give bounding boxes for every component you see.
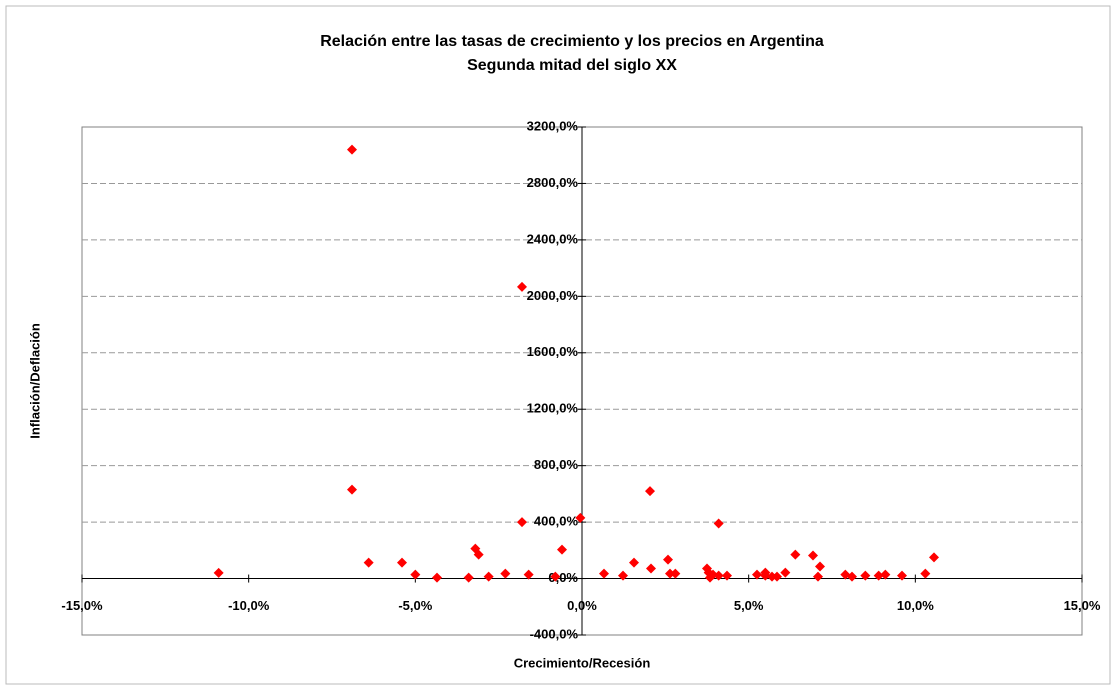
point [483,571,494,582]
point [599,568,609,579]
point [713,570,724,581]
point [929,552,939,563]
point [813,571,823,582]
point [410,569,421,580]
point [463,572,474,583]
point [347,484,357,495]
x-tick-label: 5,0% [734,598,764,613]
point [629,557,639,568]
y-tick-label: 800,0% [534,457,579,472]
x-tick-label: -15,0% [61,598,103,613]
point [808,550,818,561]
point [713,518,724,529]
y-tick-label: 2400,0% [527,231,579,246]
y-tick-label: 1600,0% [527,344,579,359]
y-tick-label: 2000,0% [527,288,579,303]
point [760,567,771,578]
point [897,570,907,581]
point [873,570,884,581]
point [722,570,732,581]
point [780,567,791,578]
chart-title: Relación entre las tasas de crecimiento … [320,33,824,50]
y-tick-label: 3200,0% [527,118,579,133]
y-axis-label: Inflación/Deflación [27,323,42,439]
point [517,281,527,292]
x-tick-label: -5,0% [398,598,432,613]
point [517,517,527,528]
point [752,569,762,580]
point [523,569,534,580]
point [663,554,673,565]
y-tick-label: 1200,0% [527,401,579,416]
point [550,571,561,582]
point [213,567,224,578]
point [575,512,586,523]
point [665,568,675,579]
point [363,557,374,568]
point [500,568,511,579]
point [847,571,857,582]
point [618,570,628,581]
point [920,568,931,579]
x-axis-label: Crecimiento/Recesión [514,655,651,670]
y-tick-label: -400,0% [530,626,579,641]
point [670,568,681,579]
point [645,486,655,497]
point [860,570,871,581]
point [790,549,801,560]
y-tick-label: 2800,0% [527,175,579,190]
point [880,569,891,580]
x-tick-label: 15,0% [1064,598,1101,613]
point [347,144,357,155]
point [397,557,407,568]
point [557,544,567,555]
x-tick-label: 10,0% [897,598,934,613]
point [646,563,656,574]
chart-subtitle: Segunda mitad del siglo XX [467,57,677,74]
point [772,571,782,582]
y-tick-label: 400,0% [534,514,579,529]
point [470,543,481,554]
point [815,561,825,572]
point [432,572,442,583]
x-tick-label: -10,0% [228,598,270,613]
